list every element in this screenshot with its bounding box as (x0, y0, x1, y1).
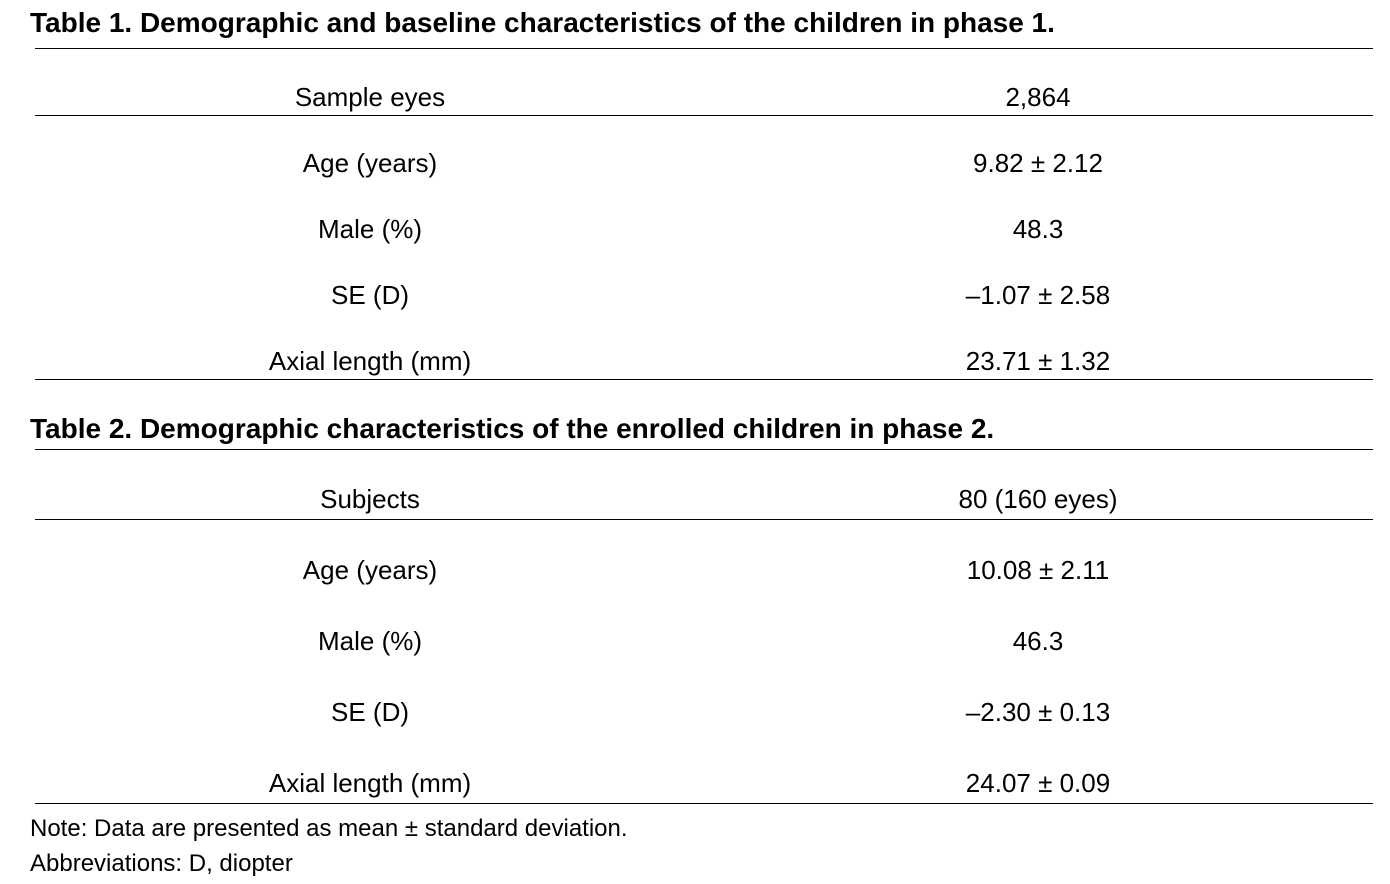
table-note: Note: Data are presented as mean ± stand… (30, 815, 628, 842)
table2-row-male-value: 46.3 (1012, 626, 1064, 656)
table2-row-subjects-value: 80 (160 eyes) (958, 484, 1118, 514)
table2-caption: Table 2. Demographic characteristics of … (30, 413, 995, 444)
table2-row-se-value: –2.30 ± 0.13 (965, 697, 1111, 727)
table1-caption: Table 1. Demographic and baseline charac… (30, 7, 1055, 38)
table1-top-rule (35, 48, 1373, 49)
table2-bottom-rule (35, 803, 1373, 804)
table1-row-age-label: Age (years) (302, 148, 438, 178)
table2-row-male-label: Male (%) (317, 626, 423, 656)
table1-row-age-value: 9.82 ± 2.12 (973, 148, 1103, 178)
table1-row-se-value: –1.07 ± 2.58 (965, 280, 1111, 310)
table1-bottom-rule (35, 379, 1373, 380)
table2-row-age-label: Age (years) (302, 555, 438, 585)
table2-row-subjects-label: Subjects (320, 484, 420, 514)
table1-row-axial-length-label: Axial length (mm) (268, 346, 472, 376)
table1-row-sample-eyes-label: Sample eyes (294, 82, 446, 112)
table1-row-male-label: Male (%) (317, 214, 423, 244)
table2-row-axial-length-value: 24.07 ± 0.09 (965, 768, 1111, 798)
table1-row-se-label: SE (D) (331, 280, 409, 310)
table2-row-age-value: 10.08 ± 2.11 (966, 555, 1110, 585)
table1-header-rule (35, 115, 1373, 116)
table1-row-axial-length-value: 23.71 ± 1.32 (965, 346, 1111, 376)
table2-row-se-label: SE (D) (331, 697, 409, 727)
table1-row-male-value: 48.3 (1012, 214, 1064, 244)
abbreviations-note: Abbreviations: D, diopter (30, 850, 293, 877)
table2-row-axial-length-label: Axial length (mm) (268, 768, 472, 798)
table1-row-sample-eyes-value: 2,864 (1005, 82, 1071, 112)
table2-top-rule (35, 449, 1373, 450)
table2-header-rule (35, 519, 1373, 520)
